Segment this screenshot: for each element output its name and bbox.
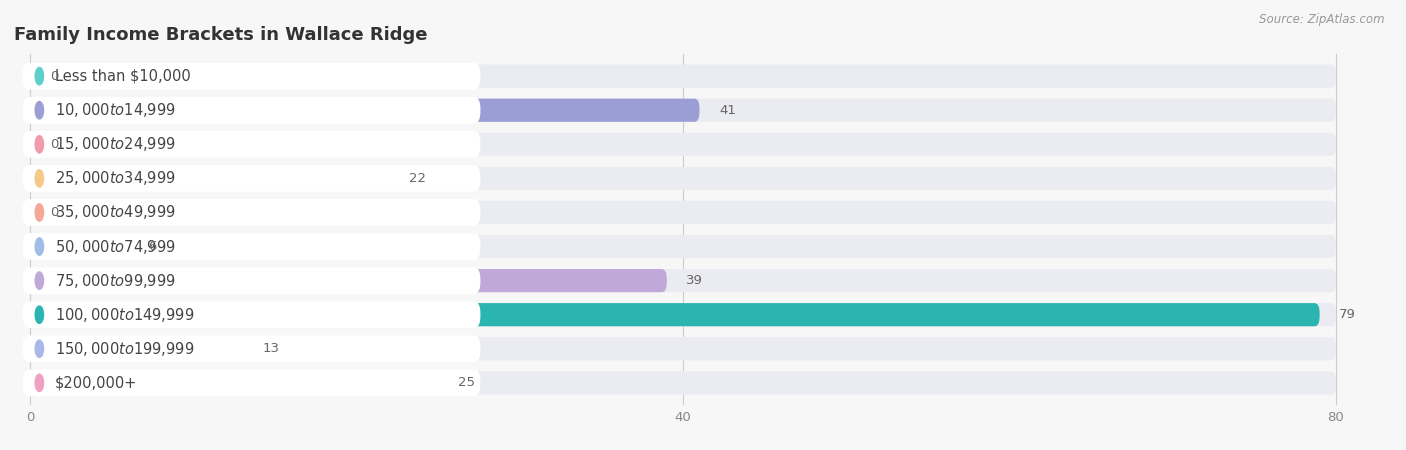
FancyBboxPatch shape: [24, 64, 479, 88]
Text: $50,000 to $74,999: $50,000 to $74,999: [55, 238, 176, 256]
Text: $35,000 to $49,999: $35,000 to $49,999: [55, 203, 176, 221]
Circle shape: [35, 170, 44, 187]
Text: 25: 25: [458, 376, 475, 389]
Text: 22: 22: [409, 172, 426, 185]
FancyBboxPatch shape: [24, 234, 479, 259]
Text: $10,000 to $14,999: $10,000 to $14,999: [55, 101, 176, 119]
Circle shape: [35, 272, 44, 289]
Text: 41: 41: [718, 104, 735, 117]
Text: Source: ZipAtlas.com: Source: ZipAtlas.com: [1260, 14, 1385, 27]
FancyBboxPatch shape: [24, 200, 479, 225]
FancyBboxPatch shape: [31, 269, 666, 292]
Circle shape: [35, 238, 44, 255]
Text: $15,000 to $24,999: $15,000 to $24,999: [55, 135, 176, 153]
FancyBboxPatch shape: [24, 337, 479, 361]
Text: Family Income Brackets in Wallace Ridge: Family Income Brackets in Wallace Ridge: [14, 26, 427, 44]
FancyBboxPatch shape: [31, 167, 389, 190]
FancyBboxPatch shape: [24, 302, 479, 327]
FancyBboxPatch shape: [24, 166, 479, 190]
Text: 39: 39: [686, 274, 703, 287]
FancyBboxPatch shape: [31, 337, 242, 360]
FancyBboxPatch shape: [24, 98, 479, 122]
Circle shape: [35, 102, 44, 119]
FancyBboxPatch shape: [31, 99, 699, 122]
FancyBboxPatch shape: [24, 269, 479, 292]
Text: 0: 0: [51, 206, 58, 219]
Text: 0: 0: [51, 70, 58, 83]
FancyBboxPatch shape: [31, 269, 1336, 292]
FancyBboxPatch shape: [24, 371, 479, 395]
Text: $150,000 to $199,999: $150,000 to $199,999: [55, 340, 194, 358]
Text: Less than $10,000: Less than $10,000: [55, 69, 191, 84]
Text: 0: 0: [51, 138, 58, 151]
Circle shape: [35, 306, 44, 324]
Text: 79: 79: [1340, 308, 1357, 321]
FancyBboxPatch shape: [24, 132, 479, 157]
Text: $75,000 to $99,999: $75,000 to $99,999: [55, 272, 176, 290]
FancyBboxPatch shape: [31, 303, 1320, 326]
FancyBboxPatch shape: [31, 303, 1336, 326]
Circle shape: [35, 68, 44, 85]
FancyBboxPatch shape: [31, 371, 439, 395]
FancyBboxPatch shape: [31, 235, 1336, 258]
Circle shape: [35, 204, 44, 221]
FancyBboxPatch shape: [31, 201, 1336, 224]
FancyBboxPatch shape: [31, 99, 1336, 122]
Text: $100,000 to $149,999: $100,000 to $149,999: [55, 306, 194, 324]
Circle shape: [35, 340, 44, 357]
FancyBboxPatch shape: [31, 337, 1336, 360]
FancyBboxPatch shape: [31, 133, 1336, 156]
Text: $25,000 to $34,999: $25,000 to $34,999: [55, 169, 176, 187]
FancyBboxPatch shape: [31, 167, 1336, 190]
Text: $200,000+: $200,000+: [55, 375, 138, 390]
Circle shape: [35, 374, 44, 392]
Circle shape: [35, 135, 44, 153]
FancyBboxPatch shape: [31, 64, 1336, 88]
FancyBboxPatch shape: [31, 371, 1336, 395]
Text: 6: 6: [148, 240, 156, 253]
Text: 13: 13: [262, 342, 280, 355]
FancyBboxPatch shape: [31, 235, 128, 258]
